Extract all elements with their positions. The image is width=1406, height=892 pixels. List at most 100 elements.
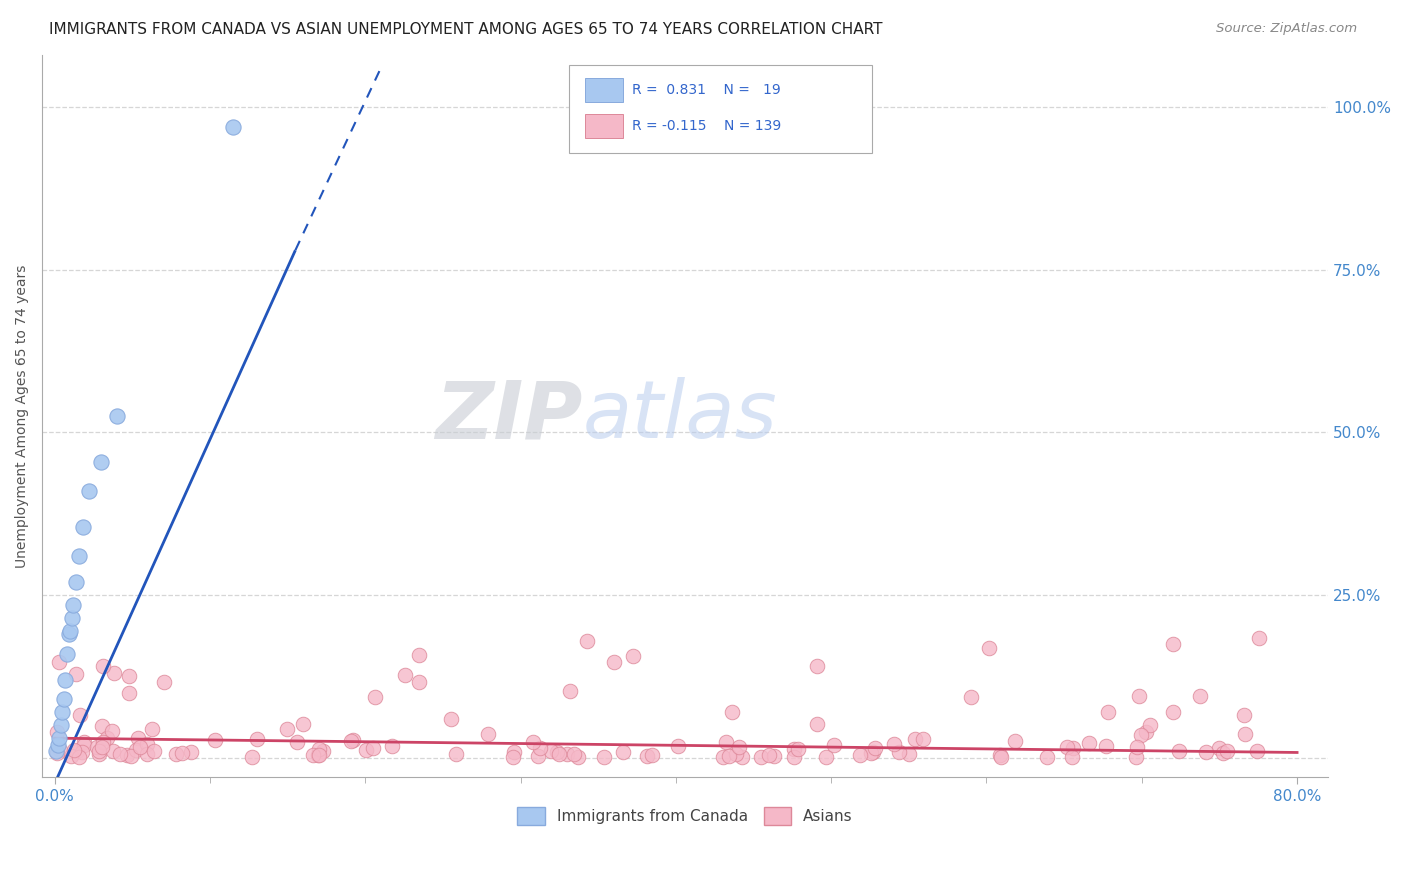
Point xyxy=(540,744,562,758)
Point xyxy=(1161,637,1184,651)
Point xyxy=(988,747,1011,762)
Point xyxy=(394,667,416,681)
Point xyxy=(576,633,599,648)
Point xyxy=(291,717,314,731)
Point xyxy=(141,722,163,736)
Point xyxy=(612,745,634,759)
Point xyxy=(361,741,384,756)
Point xyxy=(118,669,141,683)
Point xyxy=(120,749,142,764)
Point xyxy=(58,627,80,641)
Point xyxy=(1161,705,1184,719)
Point xyxy=(440,712,463,726)
Point xyxy=(127,731,149,746)
Point xyxy=(1125,750,1147,764)
Point xyxy=(1208,740,1230,755)
Point xyxy=(46,746,69,760)
Point xyxy=(1128,690,1150,704)
Point xyxy=(503,745,526,759)
Point xyxy=(73,738,96,752)
Point xyxy=(911,731,934,746)
Point xyxy=(548,747,571,762)
Point xyxy=(1135,724,1157,739)
Point xyxy=(603,656,626,670)
Point xyxy=(59,749,82,764)
Point xyxy=(721,705,744,719)
Point xyxy=(977,640,1000,655)
Point xyxy=(502,750,524,764)
Point xyxy=(180,745,202,759)
Point xyxy=(103,744,125,758)
Point xyxy=(1062,740,1084,755)
Point xyxy=(527,749,550,764)
Point xyxy=(142,743,165,757)
Text: IMMIGRANTS FROM CANADA VS ASIAN UNEMPLOYMENT AMONG AGES 65 TO 74 YEARS CORRELATI: IMMIGRANTS FROM CANADA VS ASIAN UNEMPLOY… xyxy=(49,22,883,37)
Point xyxy=(59,624,82,638)
Point xyxy=(46,738,69,752)
Point xyxy=(1095,739,1118,754)
Point xyxy=(301,747,323,762)
Point xyxy=(783,741,806,756)
Legend: Immigrants from Canada, Asians: Immigrants from Canada, Asians xyxy=(512,801,859,831)
Point xyxy=(749,750,772,764)
Point xyxy=(806,717,828,731)
Point xyxy=(1195,745,1218,759)
Point xyxy=(45,744,67,758)
Point xyxy=(87,747,110,761)
Point xyxy=(1234,727,1257,741)
FancyBboxPatch shape xyxy=(585,78,623,102)
Point xyxy=(1188,690,1211,704)
Point xyxy=(904,731,927,746)
Point xyxy=(96,731,118,745)
Point xyxy=(86,740,108,755)
Point xyxy=(762,748,785,763)
Point xyxy=(62,598,84,612)
Point xyxy=(87,744,110,758)
Point xyxy=(308,747,330,762)
Point xyxy=(153,674,176,689)
Point xyxy=(730,750,752,764)
Point xyxy=(477,727,499,741)
Text: atlas: atlas xyxy=(582,377,778,455)
Point xyxy=(93,735,115,749)
Point xyxy=(555,747,578,761)
Point xyxy=(165,747,187,762)
Point xyxy=(364,690,387,705)
Point xyxy=(1056,739,1078,754)
Point xyxy=(129,739,152,754)
Point xyxy=(1167,744,1189,758)
Point xyxy=(91,659,114,673)
Point xyxy=(105,409,128,424)
Point xyxy=(172,746,194,760)
Point xyxy=(49,718,72,732)
Point xyxy=(48,656,70,670)
Point xyxy=(312,744,335,758)
Point xyxy=(77,483,100,498)
Point xyxy=(48,731,70,746)
Point xyxy=(108,747,131,762)
Point xyxy=(135,747,157,761)
Point xyxy=(959,690,981,704)
FancyBboxPatch shape xyxy=(569,64,872,153)
Point xyxy=(823,738,845,752)
Point xyxy=(725,747,748,761)
Point xyxy=(136,737,159,751)
Point xyxy=(408,648,430,662)
Point xyxy=(814,750,837,764)
Point xyxy=(69,708,91,723)
Text: Source: ZipAtlas.com: Source: ZipAtlas.com xyxy=(1216,22,1357,36)
Point xyxy=(806,659,828,673)
Point xyxy=(342,733,364,747)
Point xyxy=(887,746,910,760)
Point xyxy=(222,120,245,134)
Point xyxy=(666,739,689,754)
Point xyxy=(522,734,544,748)
Point xyxy=(125,743,148,757)
Point xyxy=(636,748,658,763)
Point xyxy=(714,735,737,749)
Point xyxy=(307,748,329,763)
Point xyxy=(56,647,79,661)
Text: R =  0.831    N =   19: R = 0.831 N = 19 xyxy=(633,83,782,97)
Point xyxy=(308,742,330,756)
Point xyxy=(91,719,114,733)
